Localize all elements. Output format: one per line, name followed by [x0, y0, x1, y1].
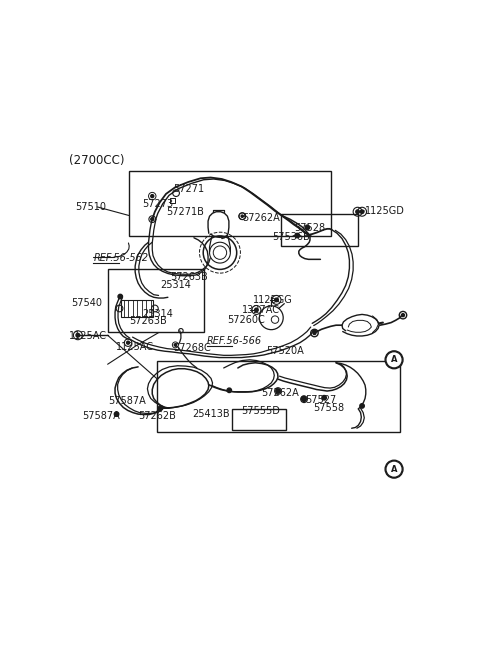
- Circle shape: [295, 233, 300, 238]
- Text: 57555D: 57555D: [241, 407, 280, 417]
- Circle shape: [356, 210, 360, 214]
- Text: 57536B: 57536B: [272, 232, 310, 242]
- Text: 57540: 57540: [71, 297, 102, 307]
- Circle shape: [385, 460, 403, 478]
- Text: 57273: 57273: [142, 199, 173, 210]
- Text: 57528: 57528: [294, 223, 325, 233]
- Text: 57510: 57510: [75, 202, 106, 212]
- Text: A: A: [391, 355, 397, 364]
- Circle shape: [227, 388, 231, 392]
- Text: 57527: 57527: [305, 394, 337, 405]
- Circle shape: [302, 397, 306, 402]
- Circle shape: [322, 396, 326, 400]
- Circle shape: [401, 314, 405, 316]
- Circle shape: [305, 225, 310, 230]
- Text: 25413B: 25413B: [192, 409, 230, 419]
- Text: 57558: 57558: [313, 403, 344, 413]
- Text: 57271: 57271: [173, 184, 204, 194]
- Text: 57260C: 57260C: [228, 315, 265, 326]
- Text: 57263B: 57263B: [129, 316, 167, 326]
- Text: 57271B: 57271B: [166, 207, 204, 217]
- Text: A: A: [391, 464, 397, 474]
- Text: 57263B: 57263B: [170, 272, 207, 282]
- Circle shape: [151, 195, 154, 198]
- Circle shape: [158, 406, 163, 411]
- Text: REF.56-562: REF.56-562: [94, 253, 149, 263]
- Circle shape: [254, 308, 258, 312]
- Bar: [121, 299, 153, 318]
- Circle shape: [276, 389, 280, 393]
- Bar: [129, 171, 331, 236]
- Text: 1327AC: 1327AC: [242, 305, 280, 315]
- Text: REF.56-566: REF.56-566: [207, 336, 262, 346]
- Bar: [108, 269, 204, 331]
- Circle shape: [386, 461, 402, 477]
- Circle shape: [174, 344, 177, 346]
- Text: (2700CC): (2700CC): [69, 154, 125, 167]
- Circle shape: [313, 331, 316, 335]
- Circle shape: [275, 298, 278, 302]
- Text: 25314: 25314: [142, 309, 173, 319]
- Text: A: A: [391, 464, 397, 474]
- Circle shape: [301, 396, 306, 401]
- Circle shape: [360, 210, 364, 214]
- Text: 1125AC: 1125AC: [116, 342, 154, 352]
- Text: 57262A: 57262A: [261, 388, 299, 398]
- Circle shape: [360, 403, 364, 408]
- Circle shape: [118, 294, 122, 299]
- Circle shape: [76, 333, 80, 337]
- Bar: [157, 362, 400, 432]
- Text: 57262B: 57262B: [138, 411, 176, 421]
- Text: 57587A: 57587A: [108, 396, 146, 407]
- Circle shape: [241, 215, 243, 217]
- Circle shape: [151, 217, 154, 221]
- Text: 1125AC: 1125AC: [69, 331, 108, 341]
- Text: A: A: [391, 355, 397, 364]
- Text: 1125GD: 1125GD: [365, 206, 405, 216]
- Bar: [232, 409, 286, 430]
- Circle shape: [385, 351, 403, 369]
- Text: 57520A: 57520A: [266, 346, 304, 356]
- Text: 57268C: 57268C: [173, 343, 211, 352]
- Text: 57587A: 57587A: [83, 411, 120, 421]
- Text: 57262A: 57262A: [242, 213, 280, 223]
- Circle shape: [114, 412, 119, 417]
- Text: 1125GG: 1125GG: [253, 295, 293, 305]
- Circle shape: [386, 352, 402, 368]
- Text: 25314: 25314: [160, 280, 192, 290]
- Circle shape: [127, 341, 130, 344]
- Bar: [281, 214, 358, 246]
